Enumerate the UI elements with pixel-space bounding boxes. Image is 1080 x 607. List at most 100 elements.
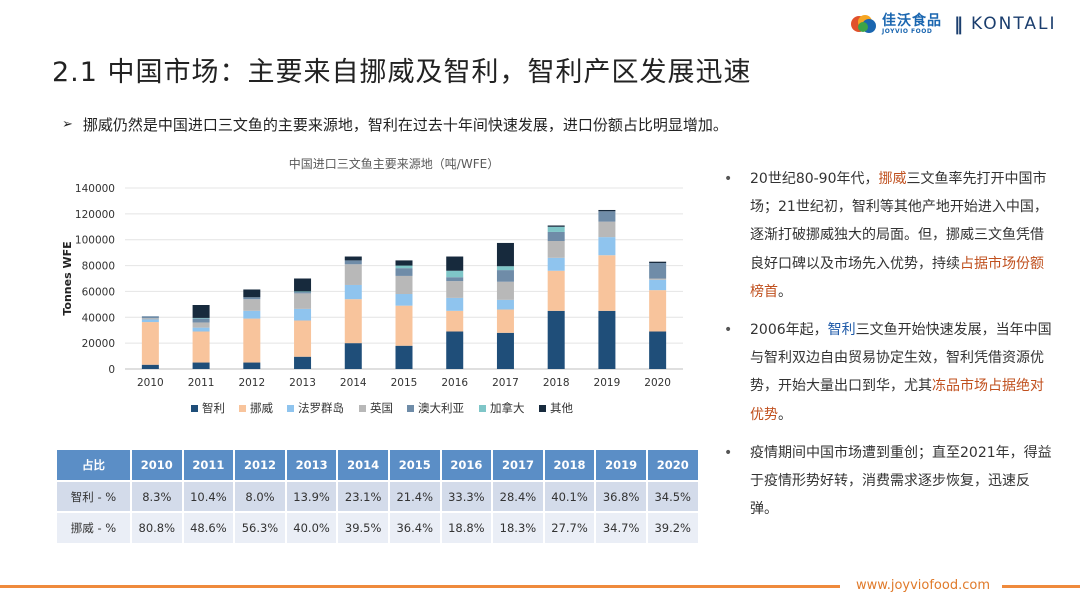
table-row-label: 智利 - % xyxy=(57,480,132,512)
bar-segment xyxy=(547,310,565,369)
bar-segment xyxy=(395,345,413,369)
bullet-highlight: 智利 xyxy=(827,322,856,339)
table-cell: 21.4% xyxy=(388,480,442,512)
bar-segment xyxy=(344,343,362,369)
bullet-item: • 2006年起，智利三文鱼开始快速发展，当年中国与智利双边自由贸易协定生效，智利… xyxy=(722,316,1052,429)
bar-segment xyxy=(294,292,312,294)
page-title: 2.1 中国市场：主要来自挪威及智利，智利产区发展迅速 xyxy=(52,57,752,88)
bar-segment xyxy=(446,331,464,369)
bar-segment xyxy=(141,322,159,365)
bar-segment xyxy=(649,279,667,291)
bullet-dot-icon: • xyxy=(724,444,733,461)
table-cell: 80.8% xyxy=(131,511,184,543)
x-tick-label: 2013 xyxy=(289,377,316,389)
table-cell: 40.1% xyxy=(543,480,597,512)
bar-segment xyxy=(395,268,413,276)
bar-segment xyxy=(344,264,362,285)
bar-segment xyxy=(446,277,464,282)
bar-segment xyxy=(141,316,159,319)
x-tick-label: 2014 xyxy=(340,377,367,389)
bar-segment xyxy=(192,317,210,319)
bar-segment xyxy=(243,318,261,363)
bar-segment xyxy=(598,209,616,212)
bar-segment xyxy=(192,318,210,323)
bar-segment xyxy=(547,225,565,227)
bar-segment xyxy=(547,257,565,271)
bar-segment xyxy=(547,241,565,258)
salmon-import-chart: 中国进口三文鱼主要来源地（吨/WFE） 0 20000 40000 60000 80000… xyxy=(61,156,683,415)
table-row: 智利 - % 8.3% 10.4% 8.0% 13.9% 23.1% 21.4% 33.3% 2… xyxy=(57,480,700,512)
bar-segment xyxy=(395,260,413,266)
bar-segment xyxy=(496,270,514,282)
legend-label: 法罗群岛 xyxy=(298,401,344,415)
bar-segment xyxy=(496,332,514,369)
bar-segment xyxy=(395,294,413,306)
bar-segment xyxy=(243,310,261,319)
subtitle: ➢ 挪威仍然是中国进口三文鱼的主要来源地，智利在过去十年间快速发展，进口份额占比… xyxy=(62,114,728,135)
bar-segment xyxy=(294,308,312,321)
legend-swatch xyxy=(407,405,414,412)
table-header-label: 占比 xyxy=(57,450,132,481)
legend-label: 澳大利亚 xyxy=(418,401,464,415)
y-tick-label: 20000 xyxy=(82,338,115,350)
bar-segment xyxy=(598,221,616,238)
bullet-highlight: 冻品市场占据绝对优势 xyxy=(750,378,1044,423)
bar-segment xyxy=(294,320,312,357)
bar-segment xyxy=(192,305,210,318)
bar-segment xyxy=(496,266,514,271)
table-header-year: 2011 xyxy=(182,450,236,481)
logo-text-cn: 佳沃食品 JOYVIO FOOD xyxy=(882,14,942,35)
bar-segment xyxy=(446,270,464,278)
x-tick-label: 2012 xyxy=(238,377,265,389)
bullet-text: 20世纪80-90年代， xyxy=(750,171,879,187)
legend-label: 加拿大 xyxy=(490,401,525,415)
table-row: 挪威 - % 80.8% 48.6% 56.3% 40.0% 39.5% 36.4% 18.8… xyxy=(57,511,700,543)
bar-segment xyxy=(496,309,514,333)
bar-segment xyxy=(496,281,514,300)
bullet-text: 疫情期间中国市场遭到重创；直至2021年，得益于疫情形势好转，消费需求逐步恢复，… xyxy=(750,444,1052,518)
table-header-row: 占比 2010 2011 2012 2013 2014 2015 2016 2017 2018 2… xyxy=(57,450,700,481)
table-header-year: 2018 xyxy=(543,450,597,481)
table-header-year: 2012 xyxy=(234,450,287,481)
bar-segment xyxy=(547,231,565,242)
bar-segment xyxy=(446,281,464,298)
company-logo: 佳沃食品 JOYVIO FOOD ‖ KONTALI xyxy=(850,12,1065,36)
bullet-text: 。 xyxy=(778,283,792,300)
y-tick-label: 40000 xyxy=(82,312,115,324)
table-cell: 23.1% xyxy=(337,480,390,512)
bar-segment xyxy=(344,256,362,261)
bar-segment xyxy=(192,322,210,328)
bar-segment xyxy=(294,293,312,309)
logo-brand-cn: 佳沃食品 xyxy=(882,12,942,29)
bullet-text: 2006年起， xyxy=(750,322,828,339)
bullet-item: • 20世纪80-90年代，挪威三文鱼率先打开中国市场；21世纪初，智利等其他产地… xyxy=(722,165,1052,306)
table-header-year: 2017 xyxy=(492,450,545,481)
bar-segment xyxy=(649,278,667,280)
footer-divider-right xyxy=(1002,585,1080,588)
bar-segment xyxy=(192,327,210,332)
logo-brand-en: KONTALI xyxy=(971,14,1057,34)
table-cell: 34.5% xyxy=(646,480,700,512)
bullet-dot-icon: • xyxy=(724,171,733,187)
table-cell: 33.3% xyxy=(440,480,494,512)
table-cell: 56.3% xyxy=(234,511,287,543)
table-header-year: 2016 xyxy=(440,450,494,481)
bar-segment xyxy=(446,256,464,271)
bullet-dot-icon: • xyxy=(724,322,733,339)
legend-swatch xyxy=(539,405,546,412)
logo-separator: ‖ xyxy=(954,13,963,35)
bar-segment xyxy=(243,362,261,369)
subtitle-text: 挪威仍然是中国进口三文鱼的主要来源地，智利在过去十年间快速发展，进口份额占比明显… xyxy=(82,116,728,134)
footer-divider xyxy=(0,585,840,588)
bullet-item: • 疫情期间中国市场遭到重创；直至2021年，得益于疫情形势好转，消费需求逐步恢复… xyxy=(722,439,1052,524)
bar-segment xyxy=(344,260,362,265)
bar-segment xyxy=(496,299,514,310)
bar-segment xyxy=(446,310,464,332)
footer-website-link[interactable]: www.joyviofood.com xyxy=(856,578,990,593)
y-tick-label: 80000 xyxy=(82,261,115,273)
table-cell: 39.5% xyxy=(337,511,390,543)
bar-segment xyxy=(649,331,667,369)
legend-swatch xyxy=(239,405,246,412)
table-header-year: 2014 xyxy=(337,450,390,481)
bar-segment xyxy=(446,297,464,311)
